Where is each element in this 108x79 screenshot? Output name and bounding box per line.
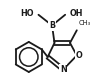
Text: B: B: [49, 21, 55, 30]
Text: CH₃: CH₃: [78, 20, 90, 26]
Text: O: O: [76, 51, 83, 60]
Text: N: N: [60, 65, 67, 74]
Text: OH: OH: [70, 9, 83, 18]
Text: HO: HO: [21, 9, 34, 18]
